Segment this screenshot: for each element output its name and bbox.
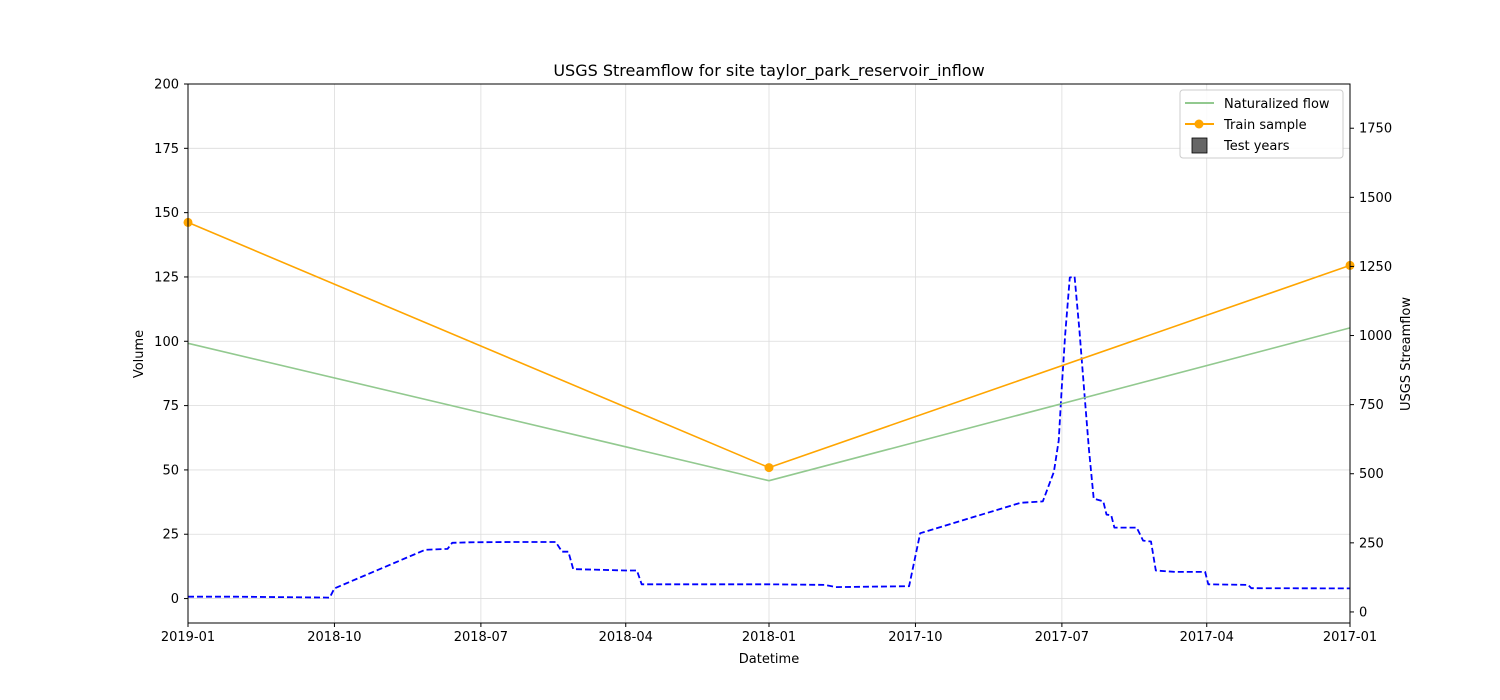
y-tick-label: 200: [154, 78, 179, 93]
ticks: 2019-01 2018-10 2018-07 2018-04 2018-01 2017-…: [154, 78, 1392, 646]
y-tick-label: 100: [154, 335, 179, 350]
y2-tick-label: 250: [1359, 536, 1384, 551]
series-layer: [183, 217, 1355, 599]
x-axis-label: Datetime: [739, 652, 799, 667]
y2-axis-label: USGS Streamflow: [1399, 297, 1414, 411]
y-tick-label: 25: [162, 528, 179, 543]
y2-tick-label: 1750: [1359, 122, 1392, 137]
series-line-naturalized-flow: [187, 327, 1351, 482]
y-tick-label: 75: [162, 399, 179, 414]
y-tick-label: 150: [154, 206, 179, 221]
y2-tick-label: 1000: [1359, 329, 1392, 344]
x-tick-label: 2018-07: [454, 630, 508, 645]
data-point-train-sample: [764, 463, 774, 473]
series-line-usgs-streamflow: [188, 275, 1351, 599]
legend-marker-train: [1194, 119, 1204, 129]
x-tick-label: 2017-10: [888, 630, 942, 645]
x-tick-label: 2019-01: [161, 630, 215, 645]
y-axis-label: Volume: [132, 330, 147, 378]
y-tick-label: 175: [154, 142, 179, 157]
x-tick-label: 2018-04: [599, 630, 653, 645]
x-tick-label: 2017-07: [1035, 630, 1089, 645]
y-tick-label: 0: [171, 592, 179, 607]
legend-label-naturalized: Naturalized flow: [1224, 97, 1330, 112]
legend-label-test-years: Test years: [1223, 139, 1290, 154]
y-tick-label: 50: [162, 463, 179, 478]
y2-tick-label: 750: [1359, 398, 1384, 413]
y2-tick-label: 1500: [1359, 191, 1392, 206]
grid: [187, 83, 1351, 623]
y2-tick-label: 0: [1359, 605, 1367, 620]
y-tick-label: 125: [154, 270, 179, 285]
legend: Naturalized flow Train sample Test years: [1179, 89, 1344, 159]
y2-tick-label: 1250: [1359, 260, 1392, 275]
x-tick-label: 2017-01: [1323, 630, 1377, 645]
legend-swatch-test-years: [1191, 137, 1208, 154]
x-tick-label: 2018-10: [307, 630, 361, 645]
chart-title: USGS Streamflow for site taylor_park_res…: [553, 61, 984, 81]
legend-frame: [1179, 89, 1344, 159]
y2-tick-label: 500: [1359, 467, 1384, 482]
x-tick-label: 2018-01: [742, 630, 796, 645]
legend-label-train: Train sample: [1223, 118, 1307, 133]
x-tick-label: 2017-04: [1180, 630, 1234, 645]
